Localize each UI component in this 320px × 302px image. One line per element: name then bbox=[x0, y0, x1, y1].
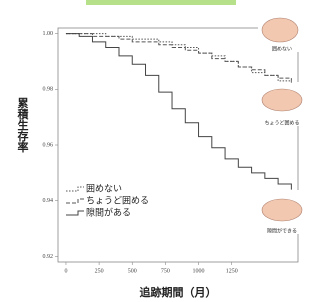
x-tick-label: 0 bbox=[64, 268, 67, 274]
x-tick-label: 750 bbox=[161, 268, 170, 274]
x-tick-label: 1000 bbox=[193, 268, 205, 274]
illustration-caption: ちょうど囲める bbox=[264, 120, 299, 127]
survival-line bbox=[66, 34, 291, 190]
legend-label: 隙間がある bbox=[86, 207, 131, 219]
illustration-hand bbox=[262, 18, 298, 42]
y-tick-label: 0.92 bbox=[43, 254, 54, 260]
y-tick-label: 0.98 bbox=[43, 87, 54, 93]
y-axis-label: 累積生存率 bbox=[16, 97, 30, 153]
legend-label: ちょうど囲める bbox=[86, 196, 149, 207]
x-tick-label: 250 bbox=[95, 268, 104, 274]
survival-line bbox=[66, 34, 291, 84]
legend-swatch bbox=[66, 199, 84, 203]
legend-label: 囲めない bbox=[86, 184, 122, 195]
illustration-hand bbox=[262, 89, 302, 111]
y-tick-label: 0.94 bbox=[43, 198, 54, 204]
illustration-hand bbox=[262, 199, 302, 221]
legend-swatch bbox=[66, 187, 84, 191]
y-tick-label: 0.96 bbox=[43, 142, 54, 148]
chart: 累積生存率 追跡期間（月） 1.00 0.98 0.96 0.94 0.92 0 250 50… bbox=[0, 0, 312, 302]
header-bar bbox=[86, 0, 236, 5]
y-tick-label: 1.00 bbox=[43, 31, 54, 37]
x-axis-label: 追跡期間（月） bbox=[140, 285, 217, 299]
x-tick-label: 500 bbox=[128, 268, 137, 274]
illustration-caption: 隙間ができる bbox=[267, 228, 297, 235]
x-tick-label: 1250 bbox=[226, 268, 238, 274]
illustration-caption: 囲めない bbox=[272, 46, 292, 53]
legend-swatch bbox=[66, 211, 84, 215]
survival-line bbox=[66, 34, 291, 81]
